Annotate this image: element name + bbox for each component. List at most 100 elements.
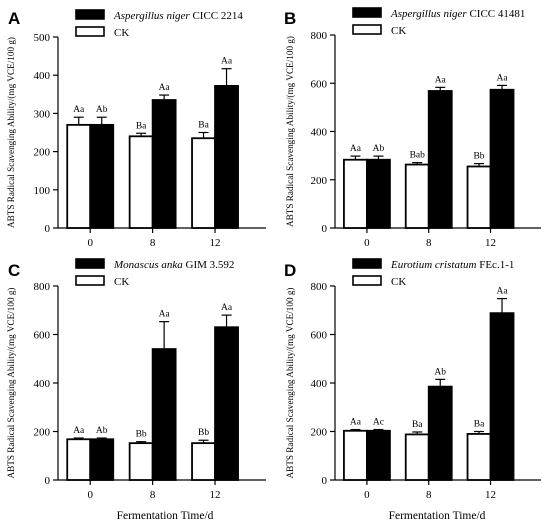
ck-bar: [128, 135, 154, 229]
x-axis-title-left: Fermentation Time/d: [117, 510, 214, 522]
significance-label: Ba: [136, 121, 147, 131]
x-axis-title-right: Fermentation Time/d: [389, 510, 486, 522]
ck-bar: [404, 433, 430, 481]
y-axis-title: ABTS Radical Scavenging Ability/(mg VCE/…: [285, 288, 295, 479]
y-axis-title: ABTS Radical Scavenging Ability/(mg VCE/…: [6, 288, 16, 479]
significance-label: Bb: [136, 430, 147, 440]
significance-label: Ab: [373, 144, 385, 154]
x-tick-label: 8: [150, 237, 156, 249]
x-tick-label: 0: [364, 489, 370, 501]
x-tick-label: 12: [485, 489, 496, 501]
y-axis-title: ABTS Radical Scavenging Ability/(mg VCE/…: [6, 37, 16, 228]
legend-swatch: [352, 258, 382, 269]
legend-label-rest: CICC 2214: [190, 10, 244, 22]
chart-panel-d: D ABTS Radical Scavenging Ability/(mg VCE…: [284, 258, 541, 501]
legend-label: CK: [391, 276, 406, 288]
significance-label: Ba: [474, 420, 485, 430]
legend-swatch: [75, 26, 105, 37]
x-tick-label: 0: [87, 237, 93, 249]
treatment-bar: [366, 158, 391, 229]
significance-label: Aa: [221, 303, 233, 313]
legend-label: Monascus anka GIM 3.592: [113, 259, 234, 271]
significance-label: Aa: [159, 83, 171, 93]
legend-label-rest: FEc.1-1: [476, 259, 514, 271]
legend-label-italic: Aspergillus niger: [390, 8, 467, 20]
significance-label: Aa: [435, 75, 447, 85]
chart-panel-b: B ABTS Radical Scavenging Ability/(mg VCE…: [284, 7, 541, 249]
ck-bar: [466, 433, 492, 481]
y-tick-label: 400: [311, 127, 328, 139]
significance-label: Bb: [473, 152, 484, 162]
significance-label: Ab: [96, 426, 108, 436]
treatment-bar: [89, 438, 115, 481]
y-tick-label: 200: [34, 427, 51, 439]
significance-label: Ba: [198, 121, 209, 131]
significance-label: Aa: [73, 426, 85, 436]
y-tick-label: 500: [34, 32, 51, 44]
treatment-bar: [427, 385, 453, 481]
y-tick-label: 400: [34, 70, 51, 82]
panel-letter: C: [8, 261, 20, 280]
legend-label: Aspergillus niger CICC 41481: [390, 8, 525, 20]
x-tick-label: 8: [150, 489, 156, 501]
y-tick-label: 600: [311, 330, 328, 342]
significance-label: Aa: [73, 105, 85, 115]
legend-label: Eurotium cristatum FEc.1-1: [390, 259, 514, 271]
ck-bar: [343, 158, 368, 229]
ck-bar: [191, 442, 216, 481]
y-tick-label: 100: [34, 185, 51, 197]
significance-label: Aa: [350, 144, 362, 154]
x-tick-label: 12: [485, 237, 496, 249]
significance-label: Aa: [350, 418, 362, 428]
panel-letter: A: [8, 9, 20, 28]
y-tick-label: 600: [311, 78, 328, 90]
ck-bar: [466, 165, 492, 229]
significance-label: Aa: [159, 310, 171, 320]
treatment-bar: [427, 90, 453, 229]
y-tick-label: 0: [45, 475, 51, 487]
ck-bar: [66, 123, 92, 229]
legend-label-rest: CICC 41481: [467, 8, 526, 20]
y-tick-label: 400: [34, 378, 51, 390]
legend-label: CK: [114, 27, 129, 39]
y-tick-label: 200: [311, 427, 328, 439]
y-tick-label: 0: [322, 223, 328, 235]
y-tick-label: 200: [34, 147, 51, 159]
y-tick-label: 0: [322, 475, 328, 487]
legend-label: Aspergillus niger CICC 2214: [113, 10, 243, 22]
significance-label: Ab: [96, 105, 108, 115]
treatment-bar: [489, 88, 515, 229]
x-tick-label: 0: [364, 237, 370, 249]
legend-label-rest: CK: [391, 276, 406, 288]
x-tick-label: 12: [210, 489, 221, 501]
y-tick-label: 200: [311, 175, 328, 187]
y-tick-label: 600: [34, 330, 51, 342]
y-tick-label: 400: [311, 378, 328, 390]
y-tick-label: 800: [311, 30, 328, 42]
legend-label-italic: Eurotium cristatum: [390, 259, 477, 271]
treatment-bar: [89, 123, 115, 229]
legend-swatch: [352, 275, 382, 286]
significance-label: Bb: [198, 428, 209, 438]
ck-bar: [128, 442, 154, 481]
legend-label-italic: Aspergillus niger: [113, 10, 190, 22]
x-tick-label: 8: [426, 489, 432, 501]
x-tick-label: 12: [210, 237, 221, 249]
significance-label: Ba: [412, 420, 423, 430]
ck-bar: [404, 163, 430, 229]
significance-label: Aa: [496, 287, 508, 297]
ck-bar: [66, 438, 92, 481]
y-tick-label: 300: [34, 108, 51, 120]
panels: A ABTS Radical Scavenging Ability/(mg VCE…: [6, 7, 541, 501]
treatment-bar: [151, 348, 177, 481]
panel-letter: D: [284, 261, 296, 280]
chart-panel-c: C ABTS Radical Scavenging Ability/(mg VCE…: [6, 258, 266, 501]
y-tick-label: 800: [311, 281, 328, 293]
y-tick-label: 0: [45, 223, 51, 235]
significance-label: Ab: [434, 367, 446, 377]
y-axis-title: ABTS Radical Scavenging Ability/(mg VCE/…: [285, 36, 295, 227]
legend-swatch: [352, 7, 382, 18]
x-tick-label: 8: [426, 237, 432, 249]
panel-letter: B: [284, 9, 296, 28]
